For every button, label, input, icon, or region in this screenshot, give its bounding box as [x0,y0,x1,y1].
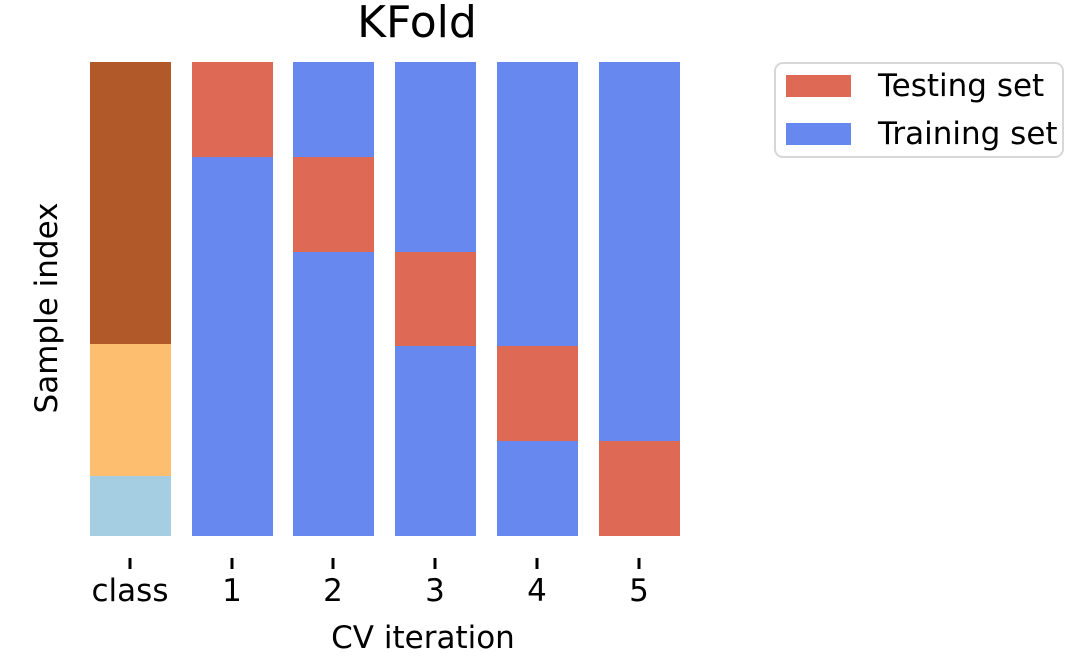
bar-segment-class-b [89,344,171,476]
legend-swatch-test [786,75,851,97]
x-axis-label: CV iteration [331,620,515,656]
bar-segment-train [394,62,476,252]
bar-segment-train [394,346,476,536]
x-tick-label-5: 5 [629,573,649,609]
x-tick-label-class: class [91,573,169,609]
legend-label: Testing set [878,67,1045,104]
legend-item: Testing set [786,67,1048,104]
bar-column-4 [496,62,578,536]
bar-segment-train [191,156,273,536]
bar-segment-test [496,346,578,442]
x-tick-5 [637,558,641,569]
x-tick-1 [230,558,234,569]
bar-column-5 [598,62,680,536]
bar-segment-test [598,441,680,536]
x-tick-4 [535,558,539,569]
legend-label: Training set [878,115,1058,152]
bar-segment-train [292,62,374,157]
legend-item: Training set [786,118,1058,150]
bar-column-class [89,62,171,536]
bar-segment-train [496,441,578,536]
x-tick-class [128,558,132,569]
bar-segment-test [292,156,374,252]
legend-swatch-train [786,123,851,145]
bar-column-2 [292,62,374,536]
bar-segment-class-a [89,62,171,345]
legend: Testing set Training set [774,62,1064,158]
bar-segment-test [394,251,476,347]
bar-segment-class-c [89,475,171,536]
x-tick-label-1: 1 [222,573,242,609]
bar-segment-train [598,62,680,442]
x-tick-label-3: 3 [425,573,445,609]
chart-title: KFold [357,0,477,48]
bar-column-1 [191,62,273,536]
x-tick-label-4: 4 [527,573,547,609]
bar-segment-train [496,62,578,347]
x-tick-2 [331,558,335,569]
x-tick-3 [433,558,437,569]
bar-segment-test [191,62,273,157]
bar-column-3 [394,62,476,536]
x-tick-label-2: 2 [323,573,343,609]
bar-segment-train [292,251,374,536]
